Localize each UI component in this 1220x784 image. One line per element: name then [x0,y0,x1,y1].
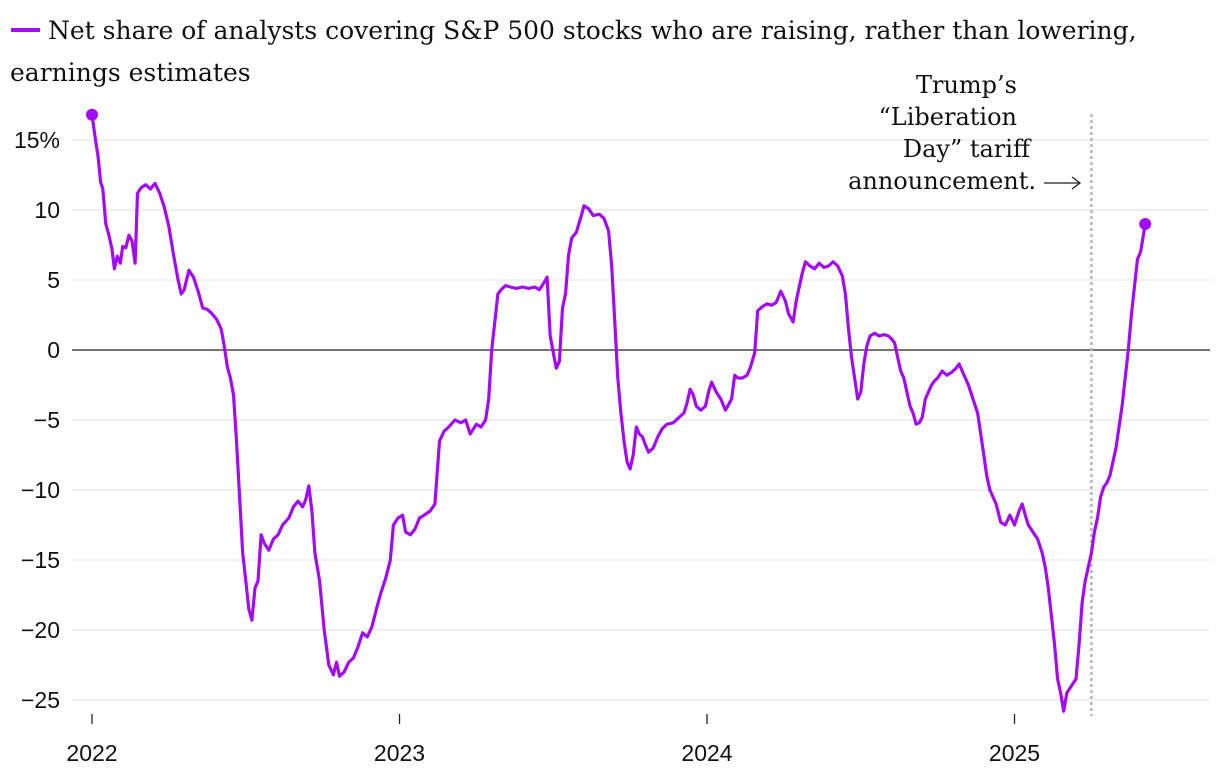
y-tick-label: 15% [14,127,60,153]
y-tick-label: −15 [21,547,60,573]
x-tick-label: 2024 [681,740,732,766]
y-axis-ticks: 15% 10 5 0 −5 −10 −15 −20 −25 [14,127,60,713]
legend-line-1: Net share of analysts covering S&P 500 s… [48,16,1137,45]
y-tick-label: −25 [21,687,60,713]
series-line [90,113,1147,713]
event-annotation: Trump’s “Liberation Day” tariff announcemen… [848,71,1093,716]
y-tick-label: 10 [34,197,60,223]
legend: Net share of analysts covering S&P 500 s… [10,16,1145,87]
event-annotation-line: Day” tariff [903,135,1032,163]
y-tick-label: −20 [21,617,60,643]
y-tick-label: 0 [47,337,60,363]
gridlines [72,139,1210,701]
arrow-icon [1044,176,1082,190]
x-tick-label: 2025 [989,740,1040,766]
legend-label: Net share of analysts covering S&P 500 s… [10,16,1145,87]
series [86,108,1152,713]
x-axis-ticks: 2022 2023 2024 2025 [66,714,1040,766]
event-annotation-text: Trump’s “Liberation Day” tariff announcemen… [848,71,1036,195]
x-tick-label: 2022 [66,740,117,766]
y-tick-label: −5 [34,407,60,433]
y-tick-label: 5 [47,267,60,293]
event-annotation-line: Trump’s [916,71,1017,99]
event-annotation-line: “Liberation [879,103,1017,131]
y-tick-label: −10 [21,477,60,503]
event-annotation-line: announcement. [848,167,1036,195]
x-tick-label: 2023 [374,740,425,766]
series-start-point [86,108,98,121]
legend-line-2: earnings estimates [10,58,251,87]
series-end-point [1139,218,1152,230]
